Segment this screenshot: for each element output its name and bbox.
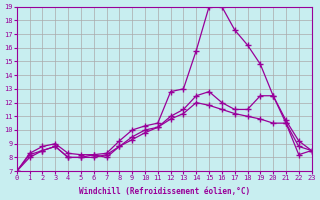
X-axis label: Windchill (Refroidissement éolien,°C): Windchill (Refroidissement éolien,°C) [79, 187, 250, 196]
